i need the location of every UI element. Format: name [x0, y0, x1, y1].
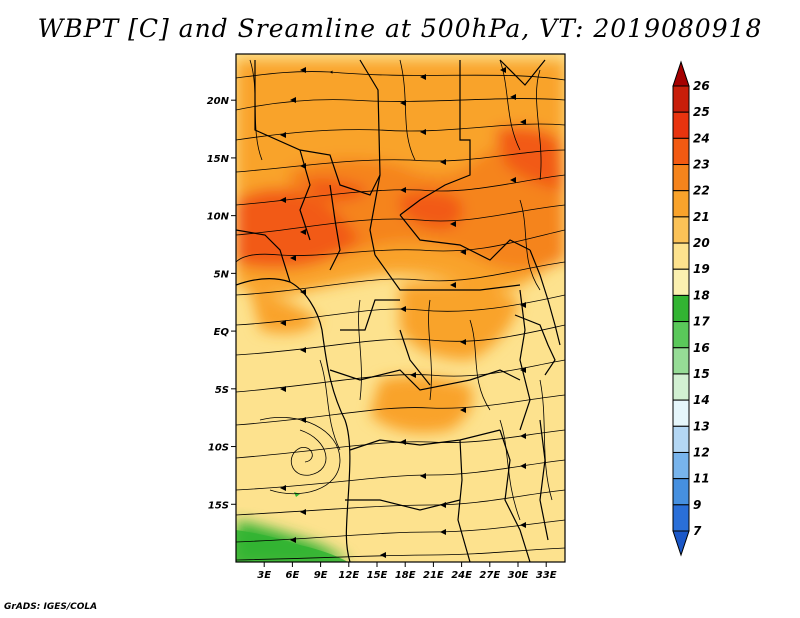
x-tick-label: 21E: [423, 570, 444, 581]
wbpt-field: [236, 54, 565, 562]
x-tick-label: 9E: [314, 570, 328, 581]
x-tick-label: 3E: [257, 570, 271, 581]
colorbar-label: 23: [693, 158, 710, 172]
x-tick-label: 30E: [508, 570, 529, 581]
colorbar-segment: [672, 216, 690, 244]
y-tick-label: 10N: [207, 212, 230, 223]
colorbar: 26 25 24 23 22 21 20 19 18 17 16 15 14 13 12 11 9 7: [672, 60, 710, 557]
y-tick-label: 5N: [214, 269, 230, 280]
y-tick-label: 15N: [207, 154, 230, 165]
colorbar-segment: [672, 242, 690, 270]
colorbar-label: 12: [693, 445, 710, 459]
colorbar-label: 18: [693, 288, 710, 302]
x-tick-label: 27E: [479, 570, 500, 581]
colorbar-label: 16: [693, 341, 710, 355]
colorbar-top-arrow: [672, 60, 690, 87]
colorbar-segment: [672, 137, 690, 166]
footer-credit: GrADS: IGES/COLA: [4, 602, 98, 612]
colorbar-segment: [672, 347, 690, 375]
x-tick-label: 24E: [451, 570, 472, 581]
colorbar-segment: [672, 294, 690, 323]
colorbar-segment: [672, 399, 690, 427]
x-tick-label: 15E: [367, 570, 388, 581]
colorbar-label: 7: [693, 524, 702, 538]
colorbar-segment: [672, 478, 690, 506]
colorbar-bottom-arrow: [672, 530, 690, 557]
y-tick-label: 20N: [207, 96, 230, 107]
colorbar-label: 25: [693, 105, 710, 119]
colorbar-segment: [672, 190, 690, 218]
map-title: WBPT [C] and Sreamline at 500hPa, VT: 20…: [37, 14, 763, 43]
colorbar-segment: [672, 373, 690, 401]
colorbar-label: 26: [693, 79, 710, 93]
colorbar-label: 11: [693, 472, 710, 486]
colorbar-segment: [672, 425, 690, 453]
y-tick-label: EQ: [214, 327, 230, 338]
colorbar-label: 13: [693, 419, 710, 433]
colorbar-label: 20: [693, 236, 710, 250]
y-tick-label: 10S: [208, 443, 229, 454]
colorbar-label: 14: [693, 393, 710, 407]
y-tick-label: 5S: [215, 385, 229, 396]
colorbar-label: 15: [693, 367, 710, 381]
colorbar-label: 22: [693, 184, 710, 198]
colorbar-segment: [672, 451, 690, 480]
x-axis: 3E 6E 9E 12E 15E 18E 21E 24E 27E 30E 33E: [257, 562, 557, 581]
colorbar-segment: [672, 85, 690, 113]
x-tick-label: 33E: [536, 570, 557, 581]
colorbar-segment: [672, 504, 690, 532]
colorbar-segment: [672, 321, 690, 349]
colorbar-label: 24: [693, 131, 710, 145]
colorbar-segment: [672, 164, 690, 192]
x-tick-label: 6E: [286, 570, 300, 581]
y-tick-label: 15S: [208, 500, 229, 511]
y-axis: 20N 15N 10N 5N EQ 5S 10S 15S: [207, 96, 236, 511]
colorbar-label: 19: [693, 262, 710, 276]
colorbar-segment: [672, 268, 690, 296]
colorbar-label: 17: [693, 315, 710, 329]
colorbar-label: 21: [693, 210, 710, 224]
map-frame: [235, 53, 566, 563]
x-tick-label: 12E: [338, 570, 359, 581]
x-tick-label: 18E: [395, 570, 416, 581]
colorbar-label: 9: [693, 498, 701, 512]
country-borders: [236, 59, 561, 562]
colorbar-segment: [672, 111, 690, 139]
